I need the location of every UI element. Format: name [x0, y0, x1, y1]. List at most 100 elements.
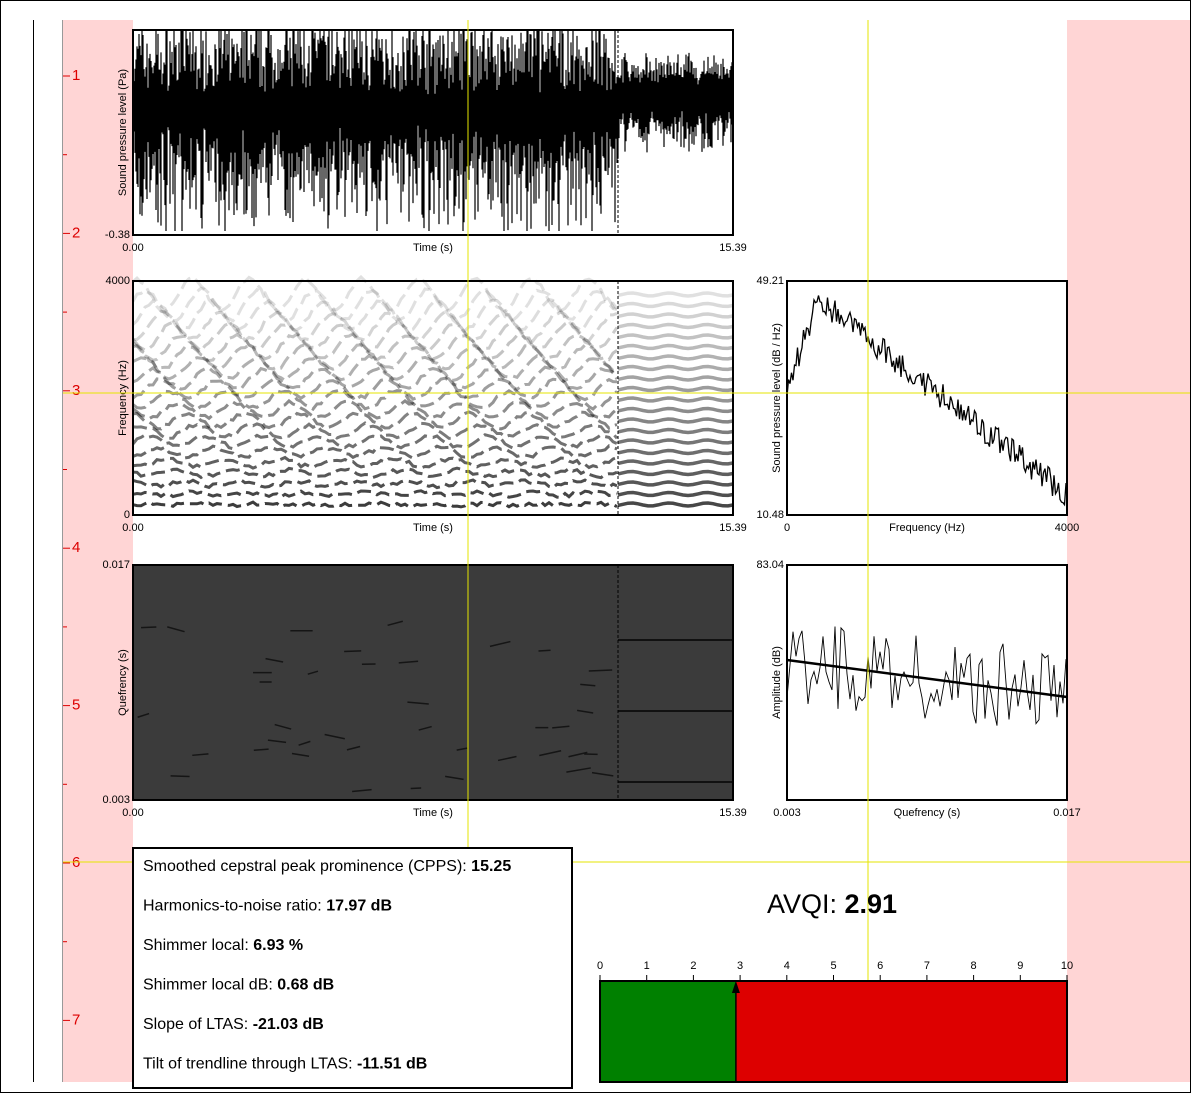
x-tick-label: 0.00	[122, 242, 143, 254]
cepstrogram-trace	[137, 712, 150, 718]
avqi-label: AVQI:	[767, 889, 837, 919]
scale-tick-label: 2	[690, 960, 696, 972]
spectro-harmonic	[132, 444, 618, 460]
measure-label: Shimmer local dB:	[143, 977, 273, 994]
spectro-harmonic	[132, 309, 618, 343]
y-tick-label: 0	[124, 509, 130, 521]
ruler-label: 7	[72, 1011, 80, 1028]
cepstrogram-trace	[265, 657, 284, 663]
measure-line: Harmonics-to-noise ratio: 17.97 dB	[143, 898, 392, 915]
spectro-band	[617, 448, 734, 456]
spectro-harmonic	[131, 286, 619, 323]
ruler-label: 4	[72, 539, 80, 556]
spectro-harmonic	[132, 353, 619, 383]
spectro-band	[617, 417, 734, 424]
spectro-band	[617, 354, 734, 361]
spectro-harmonic	[132, 376, 618, 402]
x-tick-label: 0.017	[1053, 807, 1081, 819]
cepstrogram-trace	[445, 775, 464, 781]
scale-tick-label: 6	[877, 960, 883, 972]
spectro-band	[617, 364, 734, 372]
spectro-band	[617, 501, 734, 508]
measure-line: Slope of LTAS: -21.03 dB	[143, 1016, 324, 1033]
spectro-harmonic	[132, 398, 618, 421]
y-tick-label: 49.21	[756, 275, 784, 287]
x-tick-label: 0	[784, 522, 790, 534]
cepstrogram-trace	[568, 751, 588, 758]
cepstrogram-trace	[352, 788, 372, 793]
scale-tick-label: 4	[784, 960, 790, 972]
measure-value: 6.93 %	[253, 937, 303, 954]
avqi-arrowhead	[731, 981, 740, 993]
cepstrogram-trace	[298, 740, 311, 746]
spectro-band	[617, 469, 734, 477]
spectro-band	[617, 459, 734, 466]
y-tick-label: 0.003	[102, 794, 130, 806]
measure-line: Shimmer local: 6.93 %	[143, 937, 303, 954]
ruler-label: 5	[72, 697, 80, 714]
panel-frame	[132, 280, 734, 516]
ruler-label: 1	[72, 67, 80, 84]
y-axis-label: Quefrency (s)	[117, 649, 129, 716]
x-tick-label: 4000	[1055, 522, 1079, 534]
spectro-harmonic	[132, 388, 618, 412]
cepstrum-line	[786, 626, 1067, 726]
measure-line: Shimmer local dB: 0.68 dB	[143, 977, 334, 994]
cepstrogram-trace	[580, 683, 596, 687]
y-tick-label: 4000	[106, 275, 130, 287]
spectro-band	[617, 427, 734, 435]
spectro-band	[617, 333, 734, 340]
measure-label: Smoothed cepstral peak prominence (CPPS)…	[143, 858, 467, 875]
x-axis-label: Time (s)	[413, 522, 453, 534]
spectro-harmonic	[132, 455, 618, 470]
cepstrogram-trace	[398, 660, 419, 664]
measures-box	[132, 847, 573, 1089]
cepstrogram-trace	[588, 669, 613, 672]
x-tick-label: 15.39	[719, 242, 747, 254]
cepstrogram-trace	[566, 767, 591, 773]
cepstrogram-trace	[407, 701, 429, 705]
x-axis-label: Frequency (Hz)	[889, 522, 965, 534]
cepstrogram-trace	[274, 723, 292, 730]
measure-label: Shimmer local:	[143, 937, 249, 954]
spectro-harmonic	[132, 343, 618, 373]
spectro-harmonic	[132, 410, 618, 431]
measure-value: -21.03 dB	[253, 1016, 324, 1033]
ruler-label: 3	[72, 382, 80, 399]
avqi-value: 2.91	[844, 889, 897, 919]
cepstrogram-trace	[192, 753, 209, 757]
panel-frame	[132, 564, 734, 801]
y-tick-label: 10.48	[756, 509, 784, 521]
measure-line: Smoothed cepstral peak prominence (CPPS)…	[143, 858, 511, 875]
scale-tick-label: 8	[971, 960, 977, 972]
cepstrogram-trace	[410, 787, 422, 790]
left-margin	[63, 20, 133, 1082]
scale-frame	[599, 980, 1068, 1083]
cepstrogram-trace	[253, 748, 269, 752]
cepstrogram-trace	[456, 747, 468, 751]
spectro-harmonic	[132, 274, 618, 314]
spectro-band	[617, 396, 734, 403]
measure-value: 15.25	[471, 858, 511, 875]
cepstrogram-trace	[591, 771, 614, 777]
spectro-band	[617, 375, 734, 382]
x-tick-label: 15.39	[719, 807, 747, 819]
x-tick-label: 15.39	[719, 522, 747, 534]
spectro-band	[617, 490, 734, 498]
scale-tick-label: 0	[597, 960, 603, 972]
avqi-green	[600, 981, 736, 1082]
cepstrogram-trace	[324, 733, 345, 740]
scale-tick-label: 1	[644, 960, 650, 972]
spectro-band	[617, 322, 734, 330]
y-axis-label: Amplitude (dB)	[771, 646, 783, 719]
x-axis-label: Quefrency (s)	[894, 807, 961, 819]
measure-label: Slope of LTAS:	[143, 1016, 248, 1033]
scale-tick-label: 3	[737, 960, 743, 972]
measure-value: 17.97 dB	[326, 898, 392, 915]
avqi-red	[735, 981, 1067, 1082]
cepstrogram-trace	[344, 650, 362, 653]
y-tick-label: 83.04	[756, 559, 784, 571]
spectro-harmonic	[131, 331, 618, 363]
spectro-harmonic	[131, 297, 619, 334]
